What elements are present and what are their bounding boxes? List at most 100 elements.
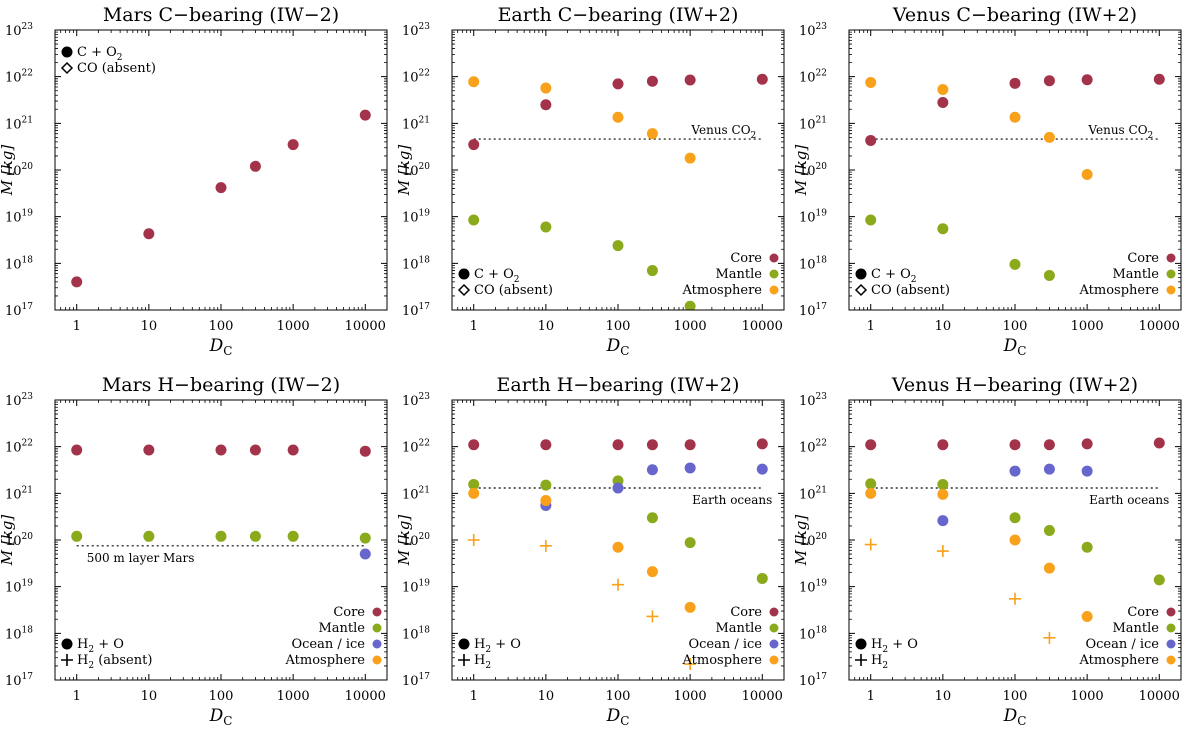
- marker-legend-symbol: [457, 283, 471, 297]
- data-marks: [71, 444, 371, 560]
- x-tick-label: 10000: [345, 319, 386, 334]
- y-tick-label: 1021: [5, 115, 33, 132]
- point-h2-absent-: [864, 538, 877, 551]
- marker-legend-symbol: [458, 654, 470, 666]
- point-core: [359, 445, 371, 457]
- point-core: [756, 73, 768, 85]
- panel-6: Venus H−bearing (IW+2) 1 10 100 1000 10000 101…: [792, 374, 1182, 728]
- color-legend-label: Atmosphere: [681, 283, 762, 298]
- color-legend-swatch: [1166, 655, 1176, 665]
- color-legend-swatch: [769, 253, 779, 263]
- point-atmosphere: [646, 128, 658, 140]
- point-atmosphere: [1009, 111, 1021, 123]
- point-core: [646, 75, 658, 87]
- y-tick-label: 1020: [5, 162, 33, 179]
- y-tick-label: 1022: [402, 439, 430, 456]
- plot-frame: [848, 29, 1182, 311]
- x-axis-label: DC: [209, 336, 233, 358]
- x-tick-label: 1: [470, 319, 478, 334]
- panel-title: Earth H−bearing (IW+2): [497, 374, 740, 396]
- panel-title: Mars C−bearing (IW−2): [103, 4, 339, 26]
- panel-4: Mars H−bearing (IW−2) 1 10 100 1000 10000 1017…: [0, 374, 388, 728]
- plot-frame: [848, 399, 1182, 681]
- point-ocean-ice: [937, 515, 949, 527]
- point-atmosphere: [468, 76, 480, 88]
- point-h2-absent-: [936, 545, 949, 558]
- x-tick-label: 10000: [345, 689, 386, 704]
- point-mantle: [1153, 574, 1165, 586]
- point-mantle: [359, 532, 371, 544]
- x-tick-label: 10000: [1139, 689, 1180, 704]
- point-atmosphere: [865, 76, 877, 88]
- point-atmosphere: [865, 487, 877, 499]
- y-tick-label: 1021: [5, 485, 33, 502]
- point-mantle: [646, 265, 658, 277]
- point-core: [756, 438, 768, 450]
- y-tick-label: 1019: [5, 209, 33, 226]
- point-mantle: [684, 537, 696, 549]
- point-mantle: [215, 530, 227, 542]
- marker-legend-label: C + O2: [871, 267, 917, 285]
- color-legend-label: Core: [1127, 251, 1159, 266]
- minor-ticks: [452, 30, 784, 310]
- x-tick-label: 100: [1003, 319, 1028, 334]
- color-legend-swatch: [769, 639, 779, 649]
- point-core: [71, 444, 83, 456]
- x-tick-label: 1: [73, 319, 81, 334]
- marker-legend-label: H2 (absent): [77, 653, 152, 671]
- color-legend-swatch: [372, 639, 382, 649]
- y-tick-label: 1022: [799, 439, 827, 456]
- marker-legend-label: H2 + O: [871, 637, 918, 655]
- x-tick-label: 10000: [1139, 319, 1180, 334]
- color-legend-label: Atmosphere: [284, 653, 365, 668]
- y-axis-label: M [kg]: [395, 515, 413, 567]
- color-legend-label: Mantle: [1112, 267, 1159, 282]
- x-tick-label: 100: [209, 689, 234, 704]
- marker-legend-label: CO (absent): [871, 283, 950, 298]
- y-tick-label: 1020: [402, 162, 430, 179]
- y-tick-label: 1018: [402, 255, 430, 272]
- point-mantle: [468, 478, 480, 490]
- point-core: [540, 99, 552, 111]
- y-tick-label: 1020: [5, 532, 33, 549]
- x-tick-label: 10000: [742, 319, 783, 334]
- marker-legend-label: H2 + O: [77, 637, 124, 655]
- y-tick-label: 1020: [799, 532, 827, 549]
- color-legend-swatch: [1166, 285, 1176, 295]
- x-tick-label: 1000: [277, 319, 310, 334]
- y-tick-label: 1017: [402, 672, 430, 689]
- y-axis-label: M [kg]: [792, 515, 810, 567]
- point-atmosphere: [612, 541, 624, 553]
- x-axis-label: DC: [209, 706, 233, 728]
- y-tick-label: 1017: [799, 672, 827, 689]
- point-mantle: [756, 572, 768, 584]
- point-h2-absent-: [467, 534, 480, 546]
- plot-frame: [54, 399, 388, 681]
- y-axis-label: M [kg]: [0, 515, 16, 567]
- color-legend-swatch: [769, 623, 779, 633]
- y-tick-label: 1019: [402, 579, 430, 596]
- y-axis-label: M [kg]: [792, 145, 810, 197]
- point-atmosphere: [540, 82, 552, 94]
- color-legend-label: Mantle: [318, 621, 365, 636]
- point-core: [937, 439, 949, 451]
- x-axis-label: DC: [606, 706, 630, 728]
- panel-title: Earth C−bearing (IW+2): [498, 4, 739, 26]
- x-tick-label: 100: [209, 319, 234, 334]
- point-core: [468, 139, 480, 151]
- point-core: [1081, 438, 1093, 450]
- minor-ticks: [849, 30, 1181, 310]
- point-h2-absent-: [646, 610, 659, 623]
- marker-legend-symbol: [855, 638, 867, 650]
- color-legend-swatch: [769, 607, 779, 617]
- marker-legend-label: CO (absent): [77, 61, 156, 76]
- y-axis-label: M [kg]: [0, 145, 16, 197]
- color-legend-label: Ocean / ice: [1085, 637, 1159, 652]
- point-core: [215, 444, 227, 456]
- marker-legend-label: C + O2: [77, 45, 123, 63]
- x-tick-label: 100: [606, 319, 631, 334]
- y-tick-label: 1019: [402, 209, 430, 226]
- point-ocean-ice: [1043, 463, 1055, 475]
- color-legend-label: Core: [1127, 605, 1159, 620]
